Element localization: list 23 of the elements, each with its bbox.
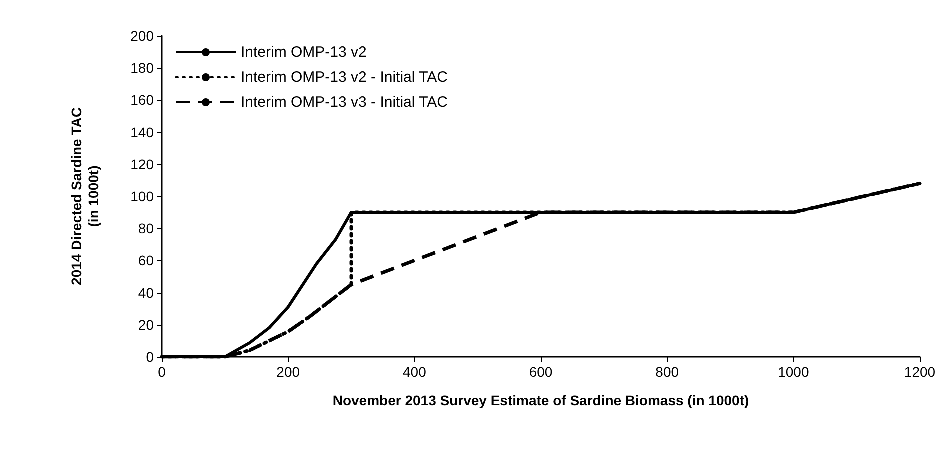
x-tick-label: 800: [656, 364, 680, 380]
legend-label: Interim OMP-13 v2: [241, 44, 367, 61]
x-tick-label: 400: [402, 364, 427, 380]
y-tick-label: 0: [146, 349, 154, 365]
y-tick-label: 100: [130, 188, 154, 204]
x-tick-label: 1200: [904, 364, 936, 380]
x-tick-label: 200: [276, 364, 300, 380]
y-tick-label: 20: [138, 316, 154, 333]
x-axis-title: November 2013 Survey Estimate of Sardine Biomass (in 1000t): [332, 392, 750, 408]
legend-label: Interim OMP-13 v3 - Initial TAC: [241, 94, 448, 111]
x-tick-label: 0: [158, 364, 166, 380]
x-tick-label: 600: [529, 364, 553, 380]
y-axis-title: 2014 Directed Sardine TAC (in 1000t): [68, 108, 102, 286]
y-tick-label: 120: [130, 156, 154, 172]
y-tick-label: 40: [138, 284, 154, 301]
y-tick-label: 180: [130, 60, 154, 76]
y-tick-label: 160: [130, 92, 154, 108]
y-tick-label: 60: [138, 252, 154, 269]
y-tick-label: 140: [130, 124, 154, 140]
x-tick-label: 1000: [778, 364, 810, 380]
legend-label: Interim OMP-13 v2 - Initial TAC: [241, 69, 448, 86]
y-tick-label: 200: [130, 28, 154, 44]
y-tick-label: 80: [138, 220, 154, 237]
